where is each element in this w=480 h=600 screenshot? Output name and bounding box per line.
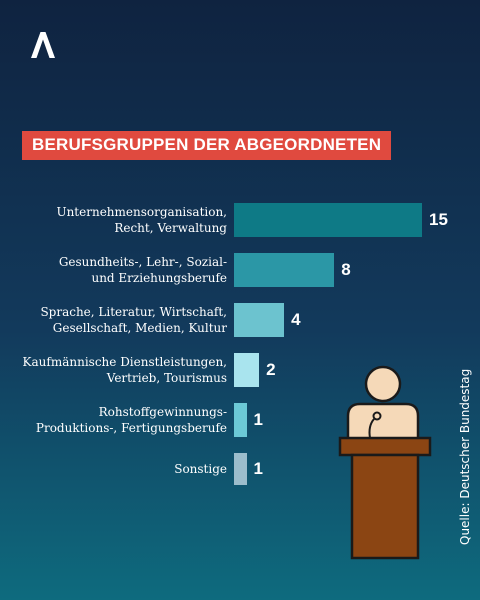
category-label-line: und Erziehungsberufe (7, 270, 227, 286)
value-label: 1 (254, 459, 263, 479)
category-label-line: Sonstige (7, 461, 227, 477)
category-label: Sonstige (7, 461, 227, 477)
bar (234, 253, 334, 287)
category-label-line: Kaufmännische Dienstleistungen, (7, 354, 227, 370)
category-label: Kaufmännische Dienstleistungen, Vertrieb,… (7, 354, 227, 386)
a-chevron-logo-icon (28, 30, 58, 60)
category-label-line: Unternehmensorganisation, (7, 204, 227, 220)
category-label-line: Gesellschaft, Medien, Kultur (7, 320, 227, 336)
speaker-at-podium-icon (330, 360, 440, 560)
value-label: 2 (266, 360, 275, 380)
bar (234, 303, 284, 337)
category-label-line: Sprache, Literatur, Wirtschaft, (7, 304, 227, 320)
chart-title: BERUFSGRUPPEN DER ABGEORDNETEN (22, 131, 391, 160)
bar (234, 403, 247, 437)
value-label: 8 (341, 260, 350, 280)
category-label: Unternehmensorganisation, Recht, Verwaltu… (7, 204, 227, 236)
category-label: Rohstoffgewinnungs- Produktions-, Fertigu… (7, 404, 227, 436)
category-label-line: Rohstoffgewinnungs- (7, 404, 227, 420)
bar (234, 453, 247, 485)
bar (234, 353, 259, 387)
category-label: Sprache, Literatur, Wirtschaft, Gesellsch… (7, 304, 227, 336)
category-label-line: Gesundheits-, Lehr-, Sozial- (7, 254, 227, 270)
bar (234, 203, 422, 237)
category-label: Gesundheits-, Lehr-, Sozial-und Erziehun… (7, 254, 227, 286)
value-label: 4 (291, 310, 300, 330)
source-note: Quelle: Deutscher Bundestag (458, 369, 472, 545)
category-label-line: Recht, Verwaltung (7, 220, 227, 236)
value-label: 1 (254, 410, 263, 430)
value-label: 15 (429, 210, 448, 230)
category-label-line: Produktions-, Fertigungsberufe (7, 420, 227, 436)
category-label-line: Vertrieb, Tourismus (7, 370, 227, 386)
